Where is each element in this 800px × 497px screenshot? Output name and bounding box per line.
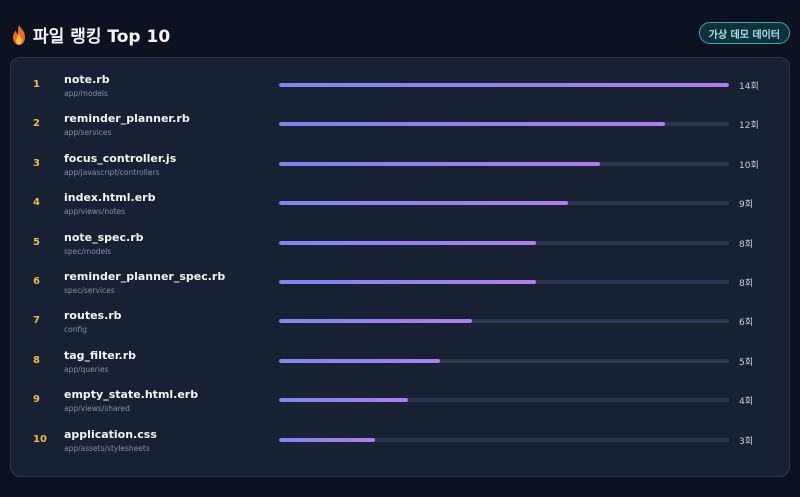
file-name: tag_filter.rb (64, 348, 137, 362)
ranking-row[interactable]: 9 empty_state.html.erb app/views/shared 4회 (11, 381, 789, 421)
flame-icon (13, 24, 25, 45)
count-bar-track (279, 161, 729, 166)
file-path: app/assets/stylesheets (64, 443, 150, 453)
count-bar-fill (279, 437, 376, 442)
file-name: note.rb (64, 73, 110, 86)
count-bar-fill (279, 240, 537, 245)
ranking-row[interactable]: 4 index.html.erb app/views/notes 9회 (11, 184, 789, 224)
file-path: app/views/shared (64, 404, 130, 414)
file-path: app/models (64, 89, 108, 98)
edit-count: 12회 (739, 121, 759, 132)
header: 파일 랭킹 Top 10 가상 데모 데이터 (10, 20, 790, 50)
page-title: 파일 랭킹 Top 10 (10, 22, 170, 47)
file-path: app/views/notes (64, 207, 126, 217)
count-bar-fill (279, 319, 472, 324)
rank-number: 4 (33, 197, 40, 209)
edit-count: 10회 (739, 160, 759, 171)
count-bar-track (279, 201, 729, 206)
edit-count: 4회 (739, 397, 754, 408)
file-name: routes.rb (64, 309, 122, 323)
edit-count: 3회 (739, 436, 754, 447)
count-bar-fill (279, 201, 569, 206)
ranking-row[interactable]: 7 routes.rb config 6회 (11, 302, 789, 342)
count-bar-track (279, 358, 729, 363)
count-bar-track (279, 83, 729, 87)
ranking-row[interactable]: 3 focus_controller.js app/javascript/contr… (11, 145, 789, 185)
ranking-row[interactable]: 5 note_spec.rb spec/models 8회 (11, 224, 789, 264)
rank-number: 9 (33, 394, 40, 406)
rank-number: 1 (33, 79, 40, 90)
count-bar-track (279, 240, 729, 245)
file-name: reminder_planner_spec.rb (64, 270, 226, 283)
count-bar-fill (279, 358, 440, 363)
rank-number: 8 (33, 354, 40, 366)
rank-number: 7 (33, 315, 40, 327)
count-bar-track (279, 280, 729, 284)
count-bar-fill (279, 161, 601, 166)
file-path: config (64, 325, 87, 335)
file-name: application.css (64, 427, 157, 441)
file-path: app/queries (64, 364, 109, 374)
file-path: spec/models (64, 246, 112, 256)
ranking-row[interactable]: 1 note.rb app/models 14회 (11, 66, 789, 106)
file-name: focus_controller.js (64, 151, 177, 165)
count-bar-fill (279, 83, 729, 87)
rank-number: 2 (33, 118, 40, 130)
count-bar-track (279, 437, 729, 442)
edit-count: 6회 (739, 318, 754, 329)
count-bar-fill (279, 398, 408, 403)
edit-count: 8회 (739, 279, 754, 289)
rank-number: 6 (33, 276, 40, 287)
demo-data-badge[interactable]: 가상 데모 데이터 (698, 22, 790, 44)
file-name: note_spec.rb (64, 230, 144, 244)
file-path: spec/services (64, 286, 115, 295)
ranking-row[interactable]: 2 reminder_planner.rb app/services 12회 (11, 105, 789, 145)
ranking-panel: 1 note.rb app/models 14회 2 reminder_planner.r… (10, 57, 790, 477)
file-name: empty_state.html.erb (64, 388, 199, 402)
count-bar-track (279, 122, 729, 127)
edit-count: 5회 (739, 357, 754, 368)
edit-count: 14회 (739, 82, 759, 92)
ranking-row[interactable]: 8 tag_filter.rb app/queries 5회 (11, 342, 789, 382)
page-title-text: 파일 랭킹 Top 10 (33, 27, 171, 47)
ranking-row[interactable]: 6 reminder_planner_spec.rb spec/services 8회 (11, 263, 789, 303)
ranking-row[interactable]: 10 application.css app/assets/stylesheets 3… (11, 421, 789, 461)
count-bar-fill (279, 122, 665, 127)
file-path: app/javascript/controllers (64, 167, 160, 177)
rank-number: 10 (33, 433, 47, 445)
count-bar-fill (279, 280, 537, 284)
file-path: app/services (64, 128, 112, 138)
rank-number: 5 (33, 236, 40, 248)
file-name: index.html.erb (64, 191, 156, 205)
count-bar-track (279, 398, 729, 403)
count-bar-track (279, 319, 729, 324)
edit-count: 8회 (739, 239, 754, 250)
rank-number: 3 (33, 157, 40, 169)
file-name: reminder_planner.rb (64, 112, 190, 126)
edit-count: 9회 (739, 200, 754, 211)
